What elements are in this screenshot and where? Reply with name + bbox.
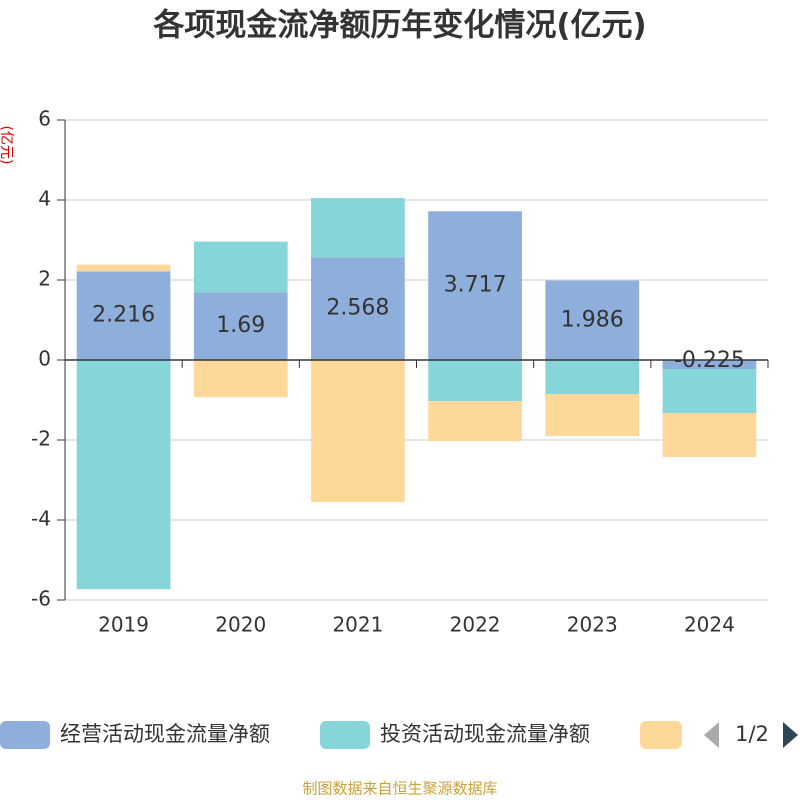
- x-tick-label: 2023: [567, 613, 618, 637]
- bar: [545, 360, 640, 394]
- y-tick-label: 6: [38, 107, 51, 131]
- bar: [311, 257, 405, 360]
- x-tick-label: 2022: [450, 613, 501, 637]
- bar: [76, 360, 171, 590]
- data-label: -0.225: [674, 348, 745, 373]
- bar: [311, 198, 405, 258]
- y-tick-label: 4: [38, 187, 51, 211]
- legend-page: 1/2: [735, 722, 769, 746]
- y-tick-label: -6: [31, 587, 51, 611]
- bar: [311, 360, 405, 502]
- bar: [545, 280, 640, 360]
- bar: [428, 401, 522, 442]
- legend-swatch: [0, 721, 50, 749]
- chart-title: 各项现金流净额历年变化情况(亿元): [152, 8, 646, 44]
- bar: [662, 413, 757, 457]
- legend-next[interactable]: [783, 722, 798, 748]
- x-tick-label: 2024: [684, 613, 735, 637]
- x-tick-label: 2021: [332, 613, 383, 637]
- legend-swatch: [640, 721, 682, 749]
- legend-swatch: [320, 721, 370, 749]
- bar: [193, 360, 288, 398]
- legend-label: 经营活动现金流量净额: [60, 722, 270, 746]
- bar: [76, 271, 171, 360]
- y-axis-label: (亿元): [0, 126, 14, 165]
- data-label: 2.216: [92, 303, 155, 328]
- bar: [428, 360, 522, 402]
- bar: [662, 360, 757, 369]
- y-tick-label: 2: [38, 267, 51, 291]
- bar: [428, 211, 522, 360]
- legend-label: 投资活动现金流量净额: [380, 722, 590, 746]
- source: 制图数据来自恒生聚源数据库: [302, 780, 497, 798]
- y-tick-label: -2: [31, 427, 51, 451]
- data-label: 2.568: [326, 296, 389, 321]
- data-label: 3.717: [444, 273, 507, 298]
- x-tick-label: 2019: [98, 613, 149, 637]
- legend-prev[interactable]: [704, 722, 719, 748]
- data-label: 1.986: [561, 307, 624, 332]
- data-label: 1.69: [216, 313, 265, 338]
- y-tick-label: 0: [38, 347, 51, 371]
- bars: [76, 198, 757, 590]
- bar: [193, 292, 288, 360]
- y-tick-label: -4: [31, 507, 51, 531]
- x-tick-label: 2020: [215, 613, 266, 637]
- bar: [193, 241, 288, 293]
- bar: [76, 264, 171, 272]
- bar: [662, 369, 757, 413]
- bar: [545, 394, 640, 436]
